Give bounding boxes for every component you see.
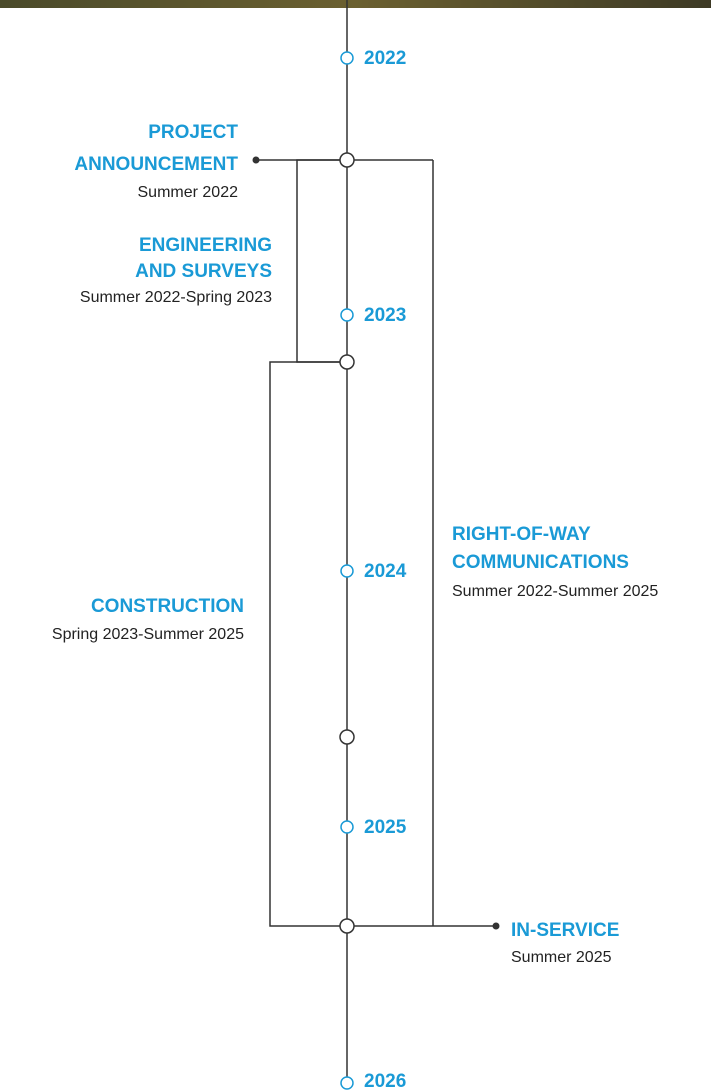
year-label: 2026 [364, 1071, 406, 1091]
event-title: CONSTRUCTION [91, 596, 244, 617]
event-title: COMMUNICATIONS [452, 552, 629, 573]
event-date: Summer 2022-Spring 2023 [80, 289, 272, 306]
year-label: 2024 [364, 561, 407, 582]
header-photo-strip [0, 0, 711, 8]
event-title: IN-SERVICE [511, 920, 619, 941]
event-title: ENGINEERING [139, 235, 272, 256]
event-date: Summer 2025 [511, 949, 612, 966]
event-title: ANNOUNCEMENT [74, 154, 238, 175]
event-title: AND SURVEYS [135, 261, 272, 282]
year-label: 2023 [364, 305, 406, 326]
event-date: Summer 2022-Summer 2025 [452, 583, 658, 600]
event-title: RIGHT-OF-WAY [452, 524, 591, 545]
event-title: PROJECT [148, 122, 238, 143]
year-label: 2022 [364, 48, 406, 69]
event-date: Spring 2023-Summer 2025 [52, 626, 244, 643]
year-label: 2025 [364, 817, 407, 838]
event-date: Summer 2022 [138, 184, 239, 201]
timeline: 2022 2023 2024 2025 2026 PROJECT ANNOUNC… [0, 0, 711, 1091]
